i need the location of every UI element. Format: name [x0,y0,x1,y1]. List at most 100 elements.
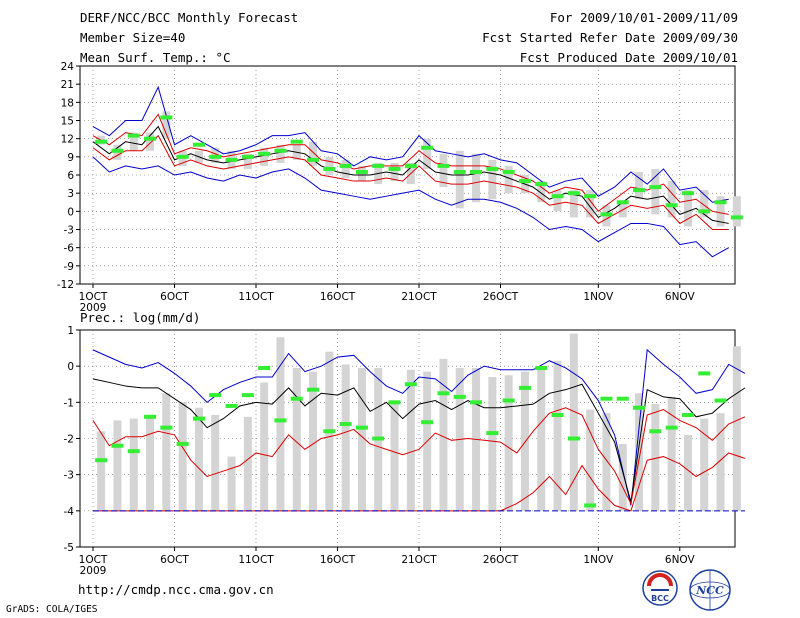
median-mark [307,387,320,392]
y-tick-label: -3 [64,225,74,237]
box [292,367,301,511]
median-mark [209,393,222,398]
header-left: DERF/NCC/BCC Monthly Forecast Member Size… [80,8,298,68]
median-mark [355,169,368,174]
y-tick-label: -2 [64,434,74,446]
box [537,181,546,203]
series-line-mean [92,378,746,502]
box [683,190,692,227]
header-title: DERF/NCC/BCC Monthly Forecast [80,10,299,25]
series-line-max [92,85,729,203]
box [276,144,285,163]
median-mark [665,425,678,430]
median-mark [355,425,368,430]
box [439,153,448,188]
y-tick-label: 1 [67,325,74,337]
median-mark [290,139,303,144]
median-mark [95,458,108,463]
median-mark [551,412,564,417]
box [537,369,546,511]
median-mark [518,179,531,184]
median-mark [502,169,515,174]
median-mark [372,163,385,168]
box [260,147,269,166]
series-line-pct_low [92,134,729,230]
median-mark [209,154,222,159]
box [553,360,562,511]
median-mark [551,194,564,199]
median-mark [698,371,711,376]
median-mark [144,136,157,141]
box [472,153,481,203]
y-tick-label: 6 [67,170,74,182]
box [651,168,660,215]
median-mark [127,449,140,454]
box [129,132,138,151]
source-url[interactable]: http://cmdp.ncc.cma.gov.cn [78,582,274,597]
median-mark [290,396,303,401]
box [309,141,318,166]
bcc-logo-icon: BCC [642,570,678,606]
x-tick-label: 21OCT [401,554,437,566]
median-mark [714,200,727,205]
box [178,402,187,511]
box [716,413,725,511]
median-mark [421,420,434,425]
series-line-max [92,348,746,506]
box [586,409,595,511]
box [390,162,399,182]
median-mark [681,412,694,417]
x-tick-label: 6OCT [160,291,189,303]
ncc-logo-icon: NCC [689,569,731,611]
box [309,371,318,511]
x-tick-label: 6OCT [160,554,189,566]
median-mark [241,393,254,398]
box [520,371,529,511]
median-mark [584,503,597,508]
box [700,418,709,511]
x-tick-year-label: 2009 [80,302,107,314]
box [129,418,138,511]
y-tick-label: -1 [64,397,74,409]
box [553,190,562,212]
y-tick-label: 3 [67,188,74,200]
median-mark [486,431,499,436]
x-tick-label: 1NOV [583,554,614,566]
median-mark [404,382,417,387]
box [602,413,611,511]
box [260,382,269,511]
median-mark [470,169,483,174]
median-mark [258,365,271,370]
chart-panel-temp: -12 -9 -6 -3 0 3 6 9 12 15 18 21 24 1OCT 6OCT 11OCT 16OC… [57,61,743,314]
y-tick-label: 12 [61,134,74,146]
median-mark [584,194,597,199]
median-mark [518,385,531,390]
box [439,358,448,511]
y-tick-label: -4 [64,506,75,518]
box [341,364,350,511]
box [716,196,725,227]
box [683,434,692,511]
ncc-logo-label: NCC [695,584,724,597]
box [635,171,644,200]
box [146,132,155,151]
series-line-pct_high [92,407,746,506]
x-tick-label: 1OCT [79,554,108,566]
median-mark [600,396,613,401]
median-mark [95,139,108,144]
box [113,420,122,511]
header-produced-date: Fcst Produced Date 2009/10/01 [519,50,738,65]
median-mark [274,148,287,153]
median-mark [502,398,515,403]
median-mark [372,436,385,441]
header-right: For 2009/10/01-2009/11/09 Fcst Started Re… [482,8,738,68]
box [700,190,709,218]
median-mark [730,215,743,220]
box [635,393,644,511]
median-mark [192,416,205,421]
box [455,150,464,209]
median-mark [307,157,320,162]
median-mark [258,151,271,156]
